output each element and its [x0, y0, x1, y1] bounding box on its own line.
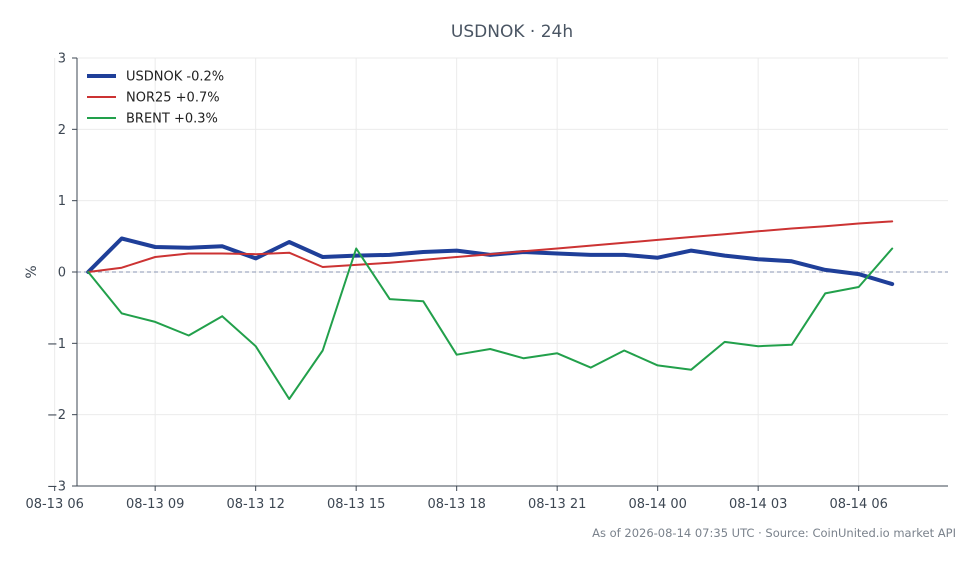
grid [54, 57, 948, 487]
series-line-0 [86, 236, 895, 287]
x-tick-label: 08-14 00 [628, 497, 686, 512]
x-tick-label: 08-13 15 [327, 497, 385, 512]
x-tick-label: 08-13 09 [126, 497, 184, 512]
y-tick-label: 1 [58, 194, 66, 209]
y-tick-label: 3 [58, 52, 66, 67]
footer-source: As of 2026-08-14 07:35 UTC · Source: Coi… [592, 526, 956, 540]
y-tick-label: −1 [47, 337, 66, 352]
x-tick-label: 08-13 21 [528, 497, 586, 512]
series-line-1 [87, 220, 894, 273]
series-line-2 [87, 247, 894, 400]
x-tick-label: 08-13 12 [226, 497, 284, 512]
series-lines [86, 220, 895, 400]
x-tick-label: 08-14 03 [729, 497, 787, 512]
x-tick-label: 08-13 06 [25, 497, 83, 512]
legend: USDNOK -0.2% NOR25 +0.7% BRENT +0.3% [87, 70, 224, 127]
legend-label: BRENT +0.3% [126, 112, 218, 127]
legend-label: USDNOK -0.2% [126, 70, 224, 85]
x-tick-label: 08-13 18 [427, 497, 485, 512]
y-axis-label: % [24, 265, 40, 278]
axes: −3 −2 −1 0 1 2 3 08-13 06 08-13 09 08-13 12 08-13 … [25, 52, 948, 512]
y-tick-label: −3 [47, 480, 66, 495]
legend-label: NOR25 +0.7% [126, 91, 220, 106]
chart-title: USDNOK · 24h [451, 22, 573, 42]
x-tick-label: 08-14 06 [829, 497, 887, 512]
y-tick-label: −2 [47, 408, 66, 423]
y-tick-label: 0 [58, 266, 66, 281]
y-tick-label: 2 [58, 123, 66, 138]
